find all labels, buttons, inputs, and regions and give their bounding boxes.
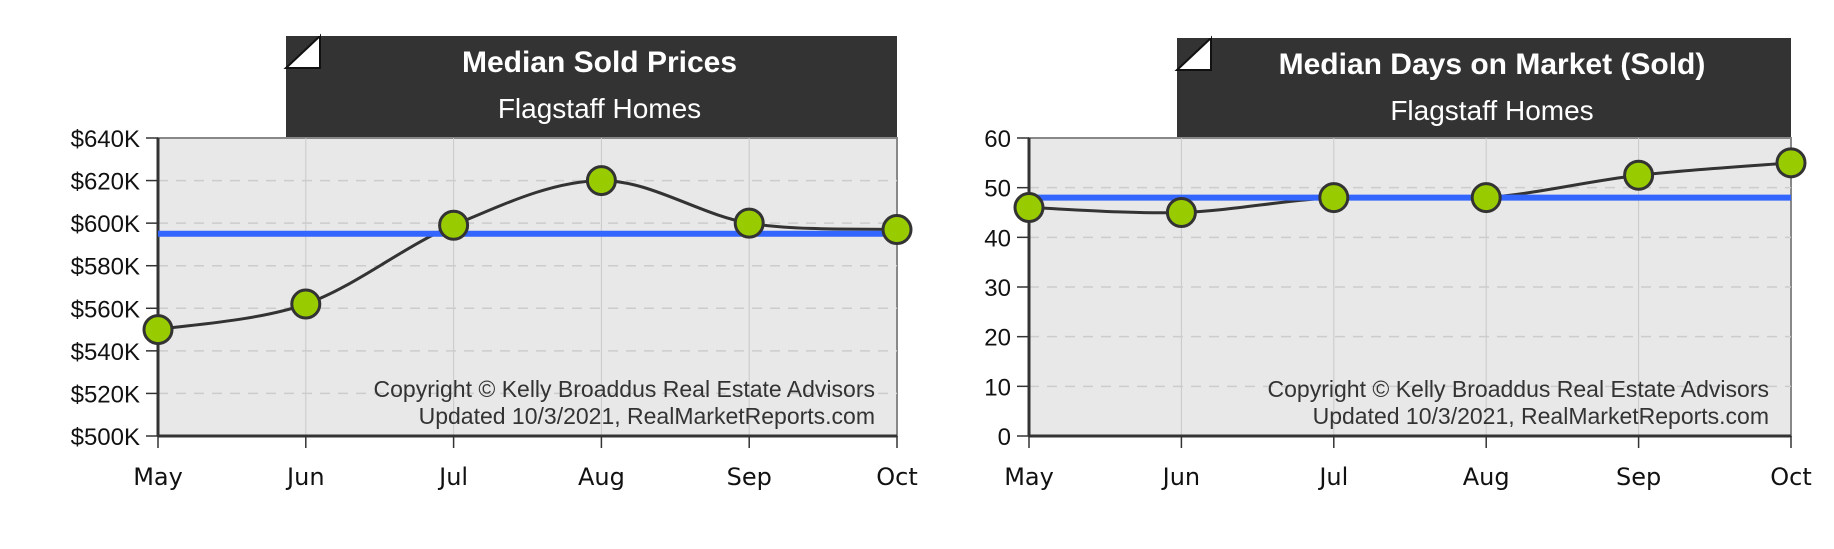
chart-title: Median Days on Market (Sold): [1279, 48, 1706, 81]
data-point-marker: [585, 165, 617, 197]
page-fold-icon: [283, 33, 321, 69]
y-tick-label: $580K: [71, 254, 140, 281]
x-tick-label: May: [1004, 463, 1054, 491]
title-banner: [1177, 38, 1791, 138]
data-point-marker: [733, 207, 765, 239]
median-sold-prices-chart: Median Sold Prices Flagstaff Homes $500K $5…: [71, 33, 918, 491]
fold-mask: [1175, 36, 1211, 38]
x-tick-label: Jul: [437, 463, 468, 491]
x-tick-label: Jun: [1161, 463, 1201, 491]
data-point-marker: [1470, 182, 1502, 214]
y-tick-label: 20: [984, 325, 1011, 352]
data-point-marker: [881, 214, 913, 246]
chart-subtitle: Flagstaff Homes: [498, 93, 701, 124]
data-point-marker: [1318, 182, 1350, 214]
y-tick-label: $540K: [71, 339, 140, 366]
data-point-marker: [290, 288, 322, 320]
x-tick-label: Sep: [727, 463, 772, 491]
median-days-on-market-chart: Median Days on Market (Sold) Flagstaff Ho…: [984, 35, 1812, 491]
x-tick-label: Oct: [1770, 463, 1812, 491]
x-tick-label: Oct: [876, 463, 918, 491]
y-tick-label: 0: [998, 424, 1011, 451]
y-tick-label: $560K: [71, 296, 140, 323]
y-tick-label: $500K: [71, 424, 140, 451]
title-banner: [286, 36, 897, 138]
data-point-marker: [1165, 197, 1197, 228]
fold-mask: [284, 34, 320, 36]
y-tick-label: 10: [984, 374, 1011, 401]
y-tick-label: $640K: [71, 126, 140, 153]
data-point-marker: [1013, 192, 1045, 224]
y-tick-label: 30: [984, 275, 1011, 302]
copyright-annotation: Copyright © Kelly Broaddus Real Estate A…: [374, 376, 875, 402]
y-tick-label: $620K: [71, 169, 140, 196]
data-point-marker: [438, 209, 470, 241]
x-tick-label: Jun: [285, 463, 325, 491]
y-tick-label: 50: [984, 176, 1011, 203]
copyright-annotation: Copyright © Kelly Broaddus Real Estate A…: [1268, 376, 1769, 402]
chart-subtitle: Flagstaff Homes: [1390, 95, 1593, 126]
y-tick-label: 40: [984, 225, 1011, 252]
data-line: [157, 179, 898, 332]
chart-title: Median Sold Prices: [462, 46, 737, 79]
data-point-marker: [142, 314, 174, 346]
plot-area: [157, 137, 898, 437]
x-tick-label: Jul: [1317, 463, 1348, 491]
y-tick-label: $600K: [71, 211, 140, 238]
x-tick-label: Aug: [578, 463, 625, 491]
y-tick-label: $520K: [71, 381, 140, 408]
x-tick-label: Sep: [1616, 463, 1661, 491]
y-tick-label: 60: [984, 126, 1011, 153]
data-point-marker: [1623, 159, 1655, 191]
data-point-marker: [1775, 147, 1807, 179]
page-fold-icon: [1174, 35, 1212, 71]
copyright-annotation: Updated 10/3/2021, RealMarketReports.com: [1313, 403, 1769, 429]
x-tick-label: Aug: [1463, 463, 1510, 491]
copyright-annotation: Updated 10/3/2021, RealMarketReports.com: [419, 403, 875, 429]
x-tick-label: May: [133, 463, 183, 491]
